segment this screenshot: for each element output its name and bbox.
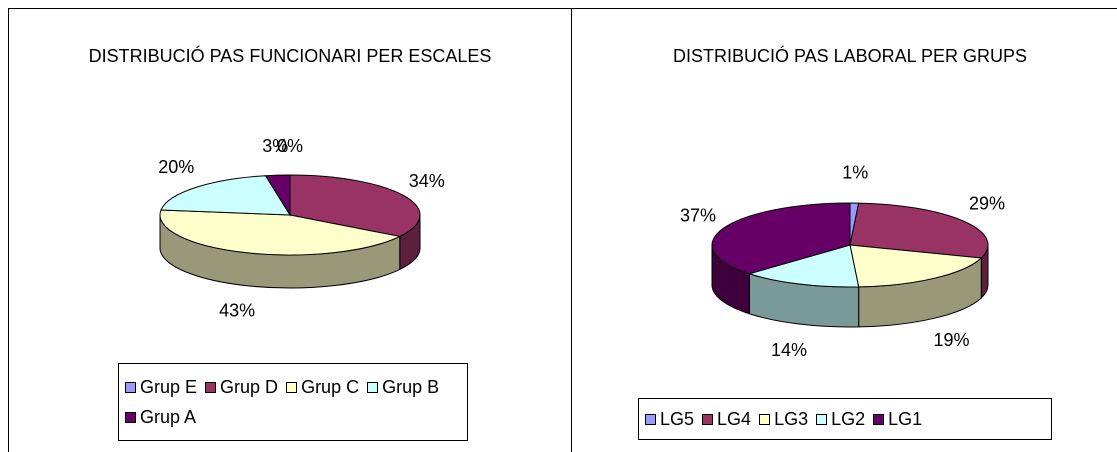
data-label: 14% [771, 340, 807, 360]
pie-slice [849, 202, 989, 259]
legend-entry: LG2 [816, 404, 865, 434]
legend-swatch [759, 413, 771, 425]
legend-swatch [702, 413, 714, 425]
data-label: 37% [680, 205, 716, 225]
legend-label: Grup E [140, 376, 198, 397]
legend-label: LG3 [774, 408, 809, 429]
pie-slice [747, 244, 860, 288]
data-label: 1% [842, 162, 868, 182]
legend-entry: LG4 [702, 404, 751, 434]
legend-entry: LG1 [873, 404, 922, 434]
legend-entry: Grup E [125, 372, 197, 402]
pie-slice [264, 174, 291, 217]
legend-swatch [125, 381, 136, 393]
pie-slice [711, 202, 851, 275]
legend-label: Grup A [140, 406, 197, 427]
legend-entry: LG5 [645, 404, 694, 434]
legend-swatch [645, 413, 656, 425]
legend: LG5 LG4 LG3 LG2 LG1 [638, 398, 1052, 440]
legend-swatch [125, 411, 136, 423]
data-label: 19% [933, 330, 969, 350]
data-label: 3% [262, 136, 288, 156]
legend-entry: Grup B [367, 372, 439, 402]
data-label: 29% [969, 194, 1005, 214]
legend-swatch [367, 381, 379, 393]
legend-label: LG1 [888, 408, 923, 429]
legend: Grup E Grup D Grup C Grup B Grup A [118, 363, 468, 441]
data-label: 0% [277, 136, 303, 156]
legend-swatch [205, 381, 217, 393]
legend-entry: Grup C [286, 372, 359, 402]
legend-swatch [873, 413, 885, 425]
legend-label: Grup C [301, 376, 360, 397]
legend-entry: Grup D [205, 372, 278, 402]
legend-swatch [286, 381, 298, 393]
data-label: 20% [158, 157, 194, 177]
legend-entry: Grup A [125, 402, 196, 432]
pie-slice [159, 209, 402, 256]
legend-label: LG5 [660, 408, 695, 429]
legend-label: Grup B [382, 376, 440, 397]
pie-slice [849, 244, 983, 288]
pie-slice [160, 175, 291, 216]
legend-label: LG4 [717, 408, 752, 429]
chart-title: DISTRIBUCIÓ PAS LABORAL PER GRUPS [672, 46, 1028, 66]
legend-label: LG2 [831, 408, 866, 429]
legend-swatch [816, 413, 828, 425]
data-label: 43% [219, 301, 255, 321]
data-label: 34% [409, 171, 445, 191]
legend-entry: LG3 [759, 404, 808, 434]
legend-label: Grup D [220, 376, 279, 397]
chart-title: DISTRIBUCIÓ PAS FUNCIONARI PER ESCALES [88, 46, 492, 66]
